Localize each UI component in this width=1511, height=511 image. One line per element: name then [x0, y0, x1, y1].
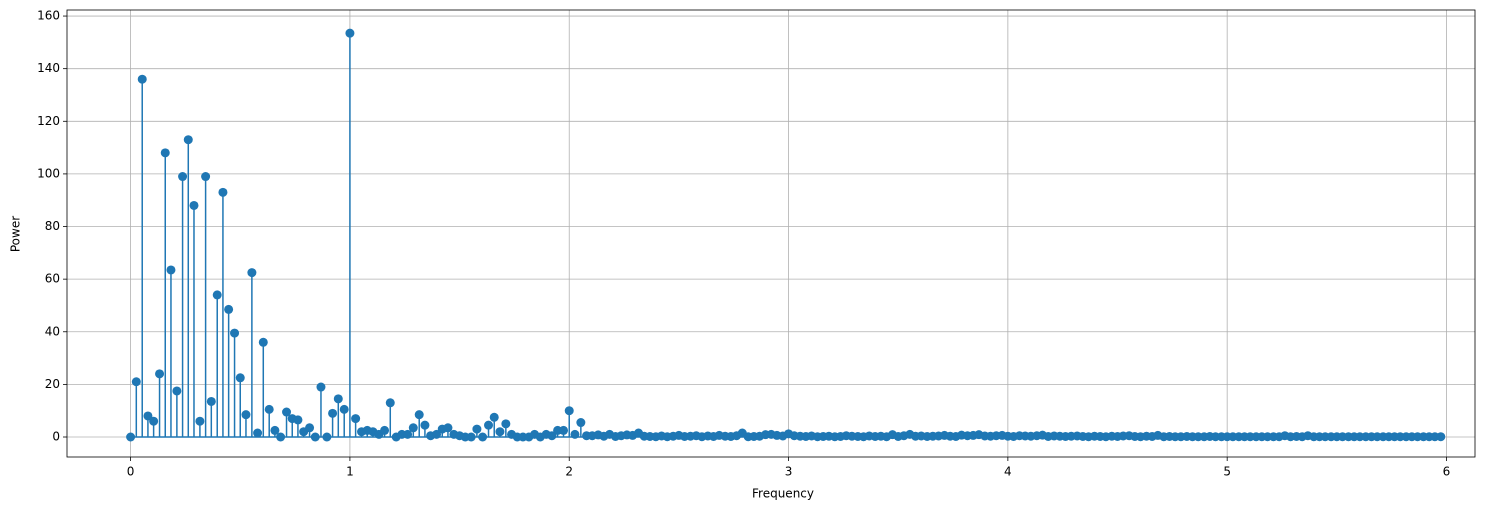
y-tick-label: 160: [37, 9, 60, 23]
marker: [282, 407, 292, 417]
marker: [247, 268, 257, 278]
marker: [547, 431, 557, 441]
marker: [183, 135, 193, 145]
marker: [414, 410, 424, 420]
marker: [241, 410, 251, 420]
marker: [484, 420, 494, 430]
marker: [230, 328, 240, 338]
x-tick-label: 0: [127, 465, 135, 479]
marker: [178, 172, 188, 182]
y-axis-label: Power: [9, 216, 23, 252]
marker: [253, 428, 263, 438]
y-tick-label: 40: [45, 324, 60, 338]
x-tick-label: 6: [1443, 465, 1451, 479]
x-tick-label: 2: [565, 465, 573, 479]
y-tick-label: 80: [45, 219, 60, 233]
marker: [155, 369, 165, 379]
marker: [305, 423, 315, 433]
marker: [276, 432, 286, 442]
marker: [345, 28, 355, 38]
marker: [224, 304, 234, 314]
marker: [264, 404, 274, 414]
marker: [235, 373, 245, 383]
marker: [322, 432, 332, 442]
marker: [316, 382, 326, 392]
marker: [126, 432, 136, 442]
marker: [478, 432, 488, 442]
marker: [149, 416, 159, 426]
marker: [137, 74, 147, 84]
marker: [1436, 432, 1446, 442]
y-tick-label: 140: [37, 61, 60, 75]
marker: [293, 415, 303, 425]
marker: [489, 412, 499, 422]
marker: [195, 416, 205, 426]
marker: [333, 394, 343, 404]
marker: [576, 418, 586, 428]
y-tick-label: 0: [52, 430, 60, 444]
marker: [559, 425, 569, 435]
marker: [420, 420, 430, 430]
marker: [166, 265, 176, 275]
x-tick-label: 1: [346, 465, 354, 479]
marker: [380, 425, 390, 435]
marker: [443, 423, 453, 433]
x-axis-label: Frequency: [752, 487, 814, 501]
marker: [339, 404, 349, 414]
marker: [466, 432, 476, 442]
x-tick-label: 5: [1223, 465, 1231, 479]
marker: [328, 408, 338, 418]
plot-frame: [66, 9, 1476, 458]
marker: [385, 398, 395, 408]
marker: [143, 411, 153, 421]
marker: [189, 200, 199, 210]
marker: [501, 419, 511, 429]
y-tick-label: 20: [45, 377, 60, 391]
marker: [432, 429, 442, 439]
x-tick-label: 4: [1004, 465, 1012, 479]
marker: [218, 187, 228, 197]
marker: [258, 337, 268, 347]
y-tick-label: 120: [37, 114, 60, 128]
y-tick-label: 100: [37, 166, 60, 180]
y-tick-label: 60: [45, 272, 60, 286]
marker: [310, 432, 320, 442]
marker: [495, 427, 505, 437]
x-tick-label: 3: [785, 465, 793, 479]
marker: [270, 425, 280, 435]
marker: [570, 429, 580, 439]
marker: [131, 377, 141, 387]
marker: [206, 396, 216, 406]
marker: [564, 406, 574, 416]
marker: [351, 414, 361, 424]
marker: [403, 429, 413, 439]
marker: [212, 290, 222, 300]
marker: [408, 423, 418, 433]
marker: [172, 386, 182, 396]
marker: [201, 172, 211, 182]
marker: [160, 148, 170, 158]
marker: [472, 424, 482, 434]
